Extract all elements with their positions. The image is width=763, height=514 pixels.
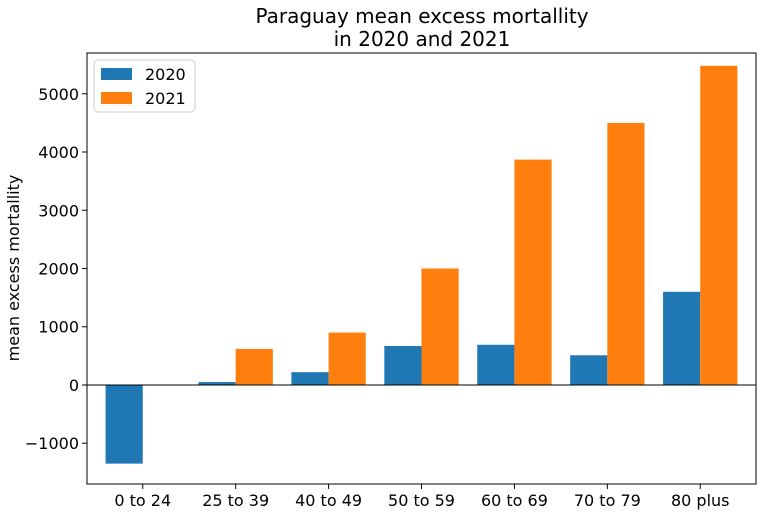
y-tick-label: 0 bbox=[69, 376, 79, 395]
chart-title-line-1: Paraguay mean excess mortallity bbox=[255, 4, 588, 28]
legend-label-2020: 2020 bbox=[145, 65, 186, 84]
y-tick-label: 4000 bbox=[38, 143, 79, 162]
y-tick-label: −1000 bbox=[25, 434, 79, 453]
chart-title-line-2: in 2020 and 2021 bbox=[334, 27, 511, 51]
legend-swatch-2021 bbox=[101, 92, 132, 104]
y-axis-label: mean excess mortallity bbox=[4, 175, 23, 362]
y-tick-label: 3000 bbox=[38, 201, 79, 220]
x-tick-label: 50 to 59 bbox=[388, 491, 455, 510]
x-tick-label: 0 to 24 bbox=[114, 491, 171, 510]
y-tick-label: 2000 bbox=[38, 260, 79, 279]
x-tick-label: 70 to 79 bbox=[574, 491, 641, 510]
x-tick-label: 60 to 69 bbox=[481, 491, 548, 510]
bar-2020-25-to-39 bbox=[198, 382, 236, 385]
bar-2020-50-to-59 bbox=[384, 345, 422, 385]
x-tick-label: 25 to 39 bbox=[202, 491, 269, 510]
bar-2020-70-to-79 bbox=[570, 355, 608, 385]
bar-2021-50-to-59 bbox=[421, 268, 459, 385]
bar-2020-60-to-69 bbox=[477, 344, 515, 385]
bar-2021-40-to-49 bbox=[328, 332, 366, 385]
bar-2021-60-to-69 bbox=[514, 159, 552, 385]
bar-2020-0-to-24 bbox=[105, 384, 143, 464]
bar-2021-70-to-79 bbox=[607, 122, 645, 385]
bar-2021-25-to-39 bbox=[235, 348, 273, 385]
chart-title: Paraguay mean excess mortallity in 2020 … bbox=[255, 4, 588, 51]
plot-area: −1000 0 1000 2000 3000 4000 5000 0 to 24 25 to 3… bbox=[25, 52, 757, 510]
bar-2021-80-plus bbox=[700, 65, 738, 385]
y-tick-label: 5000 bbox=[38, 85, 79, 104]
y-tick-label: 1000 bbox=[38, 318, 79, 337]
legend: 2020 2021 bbox=[93, 59, 196, 113]
bar-2020-80-plus bbox=[663, 291, 701, 385]
bar-2020-40-to-49 bbox=[291, 372, 329, 385]
x-tick-label: 40 to 49 bbox=[295, 491, 362, 510]
legend-label-2021: 2021 bbox=[145, 89, 186, 108]
x-tick-label: 80 plus bbox=[671, 491, 730, 510]
legend-swatch-2020 bbox=[101, 68, 132, 80]
